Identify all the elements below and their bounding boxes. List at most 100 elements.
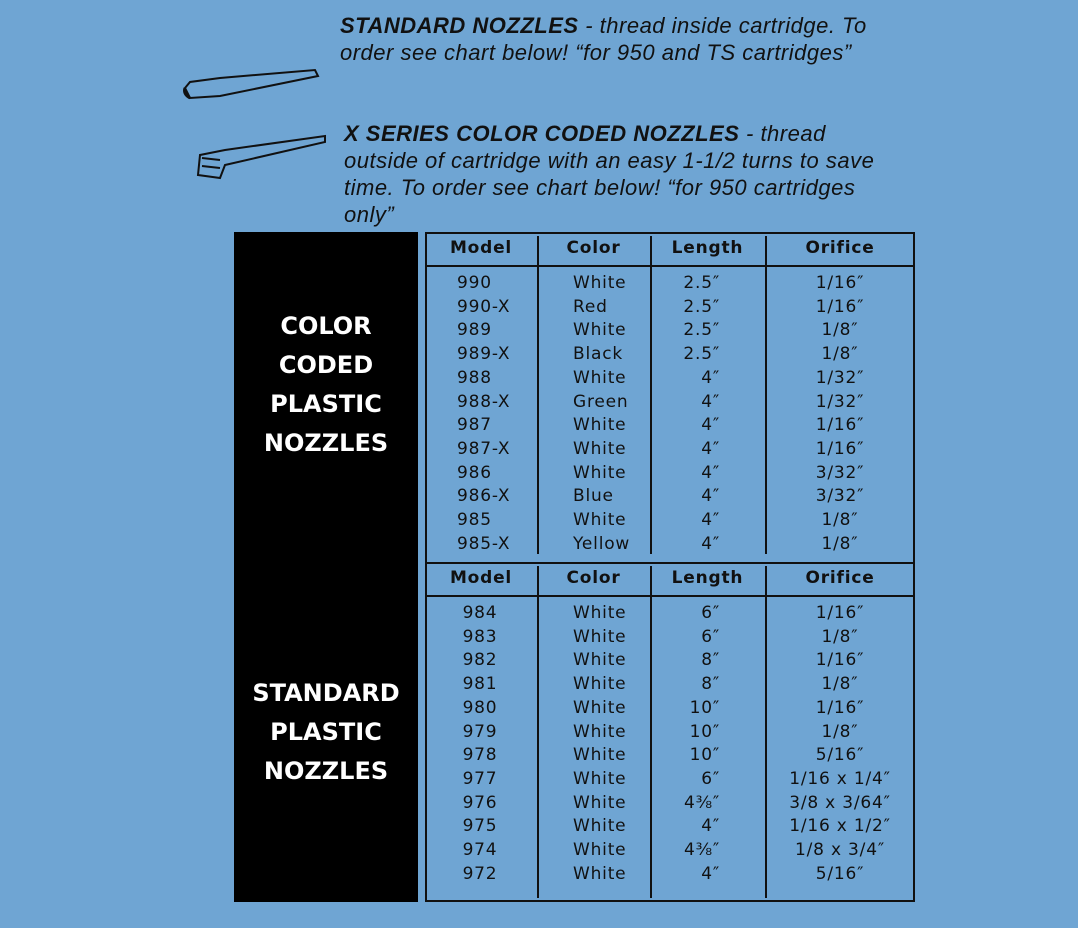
table-cell: 5/16″ (815, 863, 865, 884)
table-cell: 10″ (689, 721, 720, 742)
intro-text: X SERIES COLOR CODED NOZZLES - thread ou… (344, 120, 904, 228)
column-header: Color (566, 568, 621, 588)
column-header: Orifice (805, 568, 875, 588)
column-rule (537, 566, 539, 898)
header-rule (425, 265, 915, 267)
table-cell: White (573, 721, 627, 742)
table-cell: Green (573, 391, 629, 412)
table-cell: 4⅜″ (683, 792, 720, 813)
table-cell: 988 (457, 367, 492, 388)
table-cell: 1/8″ (821, 344, 859, 365)
table-cell: White (573, 438, 627, 459)
section-label: NOZZLES (263, 756, 389, 785)
column-header: Color (566, 238, 621, 258)
table-cell: 984 (462, 603, 498, 623)
column-header: Orifice (805, 238, 875, 258)
table-cell: 975 (462, 816, 498, 837)
table-cell: 5/16″ (815, 745, 865, 766)
table-cell: 2.5″ (683, 320, 720, 341)
table-cell: 3/32″ (815, 462, 865, 483)
table-cell: 2.5″ (683, 273, 720, 293)
table-cell: 1/8″ (821, 674, 859, 695)
table-cell: 987-X (457, 438, 511, 459)
table-cell: 6″ (701, 626, 720, 647)
intro-title: STANDARD NOZZLES (340, 13, 579, 38)
table-cell: 8″ (701, 674, 720, 695)
table-cell: 1/32″ (815, 391, 865, 412)
table-cell: 1/8″ (821, 533, 859, 554)
table-cell: White (573, 840, 627, 860)
table-cell: 1/16″ (815, 438, 865, 459)
table-cell: 985-X (457, 533, 511, 554)
table-cell: Black (573, 344, 623, 365)
table-cell: 10″ (689, 697, 720, 718)
table-cell: 987 (457, 415, 492, 436)
table-cell: 3/8 x 3/64″ (789, 792, 891, 813)
table-cell: White (573, 863, 627, 884)
table-cell: 986 (457, 462, 492, 483)
table-cell: 4″ (701, 533, 720, 554)
table-cell: 4″ (701, 486, 720, 507)
table-cell: 8″ (701, 650, 720, 671)
table-cell: Red (573, 296, 608, 317)
table-cell: 1/16 x 1/4″ (789, 768, 891, 789)
table-cell: 1/32″ (815, 367, 865, 388)
table-cell: White (573, 320, 627, 341)
table-cell: 2.5″ (683, 344, 720, 365)
table-cell: White (573, 273, 627, 293)
table-cell: 979 (462, 721, 498, 742)
table-cell: White (573, 768, 627, 789)
column-header: Length (671, 568, 744, 588)
table-cell: 981 (462, 674, 498, 695)
table-cell: 990-X (457, 296, 511, 317)
table-cell: 6″ (701, 768, 720, 789)
header-rule (425, 595, 915, 597)
table-cell: 4″ (701, 391, 720, 412)
section-label: CODED (278, 351, 374, 379)
table-cell: 1/8″ (821, 320, 859, 341)
table-cell: 985 (457, 510, 492, 530)
table-cell: 989-X (457, 344, 511, 365)
table-cell: 989 (457, 320, 492, 341)
table-cell: White (573, 603, 627, 623)
table-cell: 990 (457, 273, 492, 293)
table-cell: 4″ (701, 367, 720, 388)
table-cell: 4⅜″ (683, 840, 720, 860)
table-cell: 986-X (457, 486, 511, 507)
column-header: Model (449, 238, 513, 258)
column-header: Model (449, 568, 513, 588)
table-cell: White (573, 697, 627, 718)
table-cell: 4″ (701, 816, 720, 837)
column-rule (650, 566, 652, 898)
table-cell: 976 (462, 792, 498, 813)
section-label: COLOR (280, 312, 372, 340)
column-header: Length (671, 238, 744, 258)
table-cell: 2.5″ (683, 296, 720, 317)
table-cell: 4″ (701, 415, 720, 436)
section-label: STANDARD (252, 678, 400, 707)
table-cell: White (573, 415, 627, 436)
table-cell: 1/8″ (821, 626, 859, 647)
table-cell: 1/8″ (821, 721, 859, 742)
section-divider (425, 562, 915, 564)
table-cell: 1/16 x 1/2″ (789, 816, 891, 837)
table-cell: White (573, 650, 627, 671)
table-cell: 1/8″ (821, 510, 859, 530)
table-cell: White (573, 816, 627, 837)
table-cell: 982 (462, 650, 498, 671)
nozzle-icons (183, 68, 326, 180)
table-cell: 977 (462, 768, 498, 789)
table-cell: White (573, 626, 627, 647)
table-cell: 1/16″ (815, 697, 865, 718)
column-rule (537, 236, 539, 554)
table-frame (425, 232, 915, 902)
table-cell: 978 (462, 745, 498, 766)
table-cell: 6″ (701, 603, 720, 623)
section-label: PLASTIC (270, 390, 382, 418)
section-label: PLASTIC (270, 717, 382, 746)
column-rule (650, 236, 652, 554)
section-label: NOZZLES (263, 429, 389, 457)
table-cell: White (573, 510, 627, 530)
table-cell: 1/16″ (815, 650, 865, 671)
column-rule (765, 566, 767, 898)
